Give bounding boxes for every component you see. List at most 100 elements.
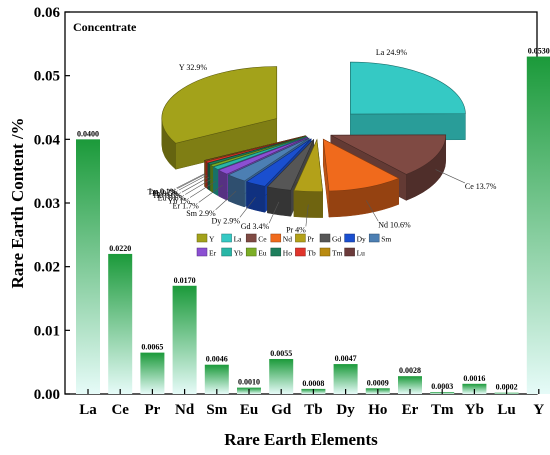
bar-yb xyxy=(462,383,487,394)
legend-label: Gd xyxy=(332,235,341,244)
legend-swatch xyxy=(319,247,331,257)
legend-item-er: Er xyxy=(196,247,217,258)
bar-value-label: 0.0400 xyxy=(77,129,99,138)
x-tick-label: Y xyxy=(533,402,544,418)
x-tick-label: Eu xyxy=(240,402,258,418)
pie-leader-line xyxy=(435,169,466,184)
legend-label: Lu xyxy=(357,249,366,258)
legend-label: Dy xyxy=(357,235,366,244)
pie-leader-line xyxy=(365,200,379,222)
legend-swatch xyxy=(368,233,380,243)
legend-label: Ho xyxy=(283,249,292,258)
bar-value-label: 0.0009 xyxy=(367,378,389,387)
legend-label: Sm xyxy=(381,235,391,244)
y-tick-label: 0.06 xyxy=(34,5,61,21)
pie-leader-line xyxy=(189,181,216,198)
bar-value-label: 0.0003 xyxy=(431,382,453,391)
legend-item-lu: Lu xyxy=(344,247,366,258)
legend-swatch xyxy=(221,233,232,243)
legend-item-ho: Ho xyxy=(270,247,292,258)
pie-label-lu: Lu 0.1% xyxy=(149,187,177,196)
pie-label-sm: Sm 2.9% xyxy=(186,209,216,218)
legend-label: Pr xyxy=(307,235,314,244)
pie-label-eu: Eu 0.6% xyxy=(158,194,186,203)
x-tick-label: Ho xyxy=(368,402,387,418)
legend-label: Yb xyxy=(234,249,243,258)
pie-slice-labels: Y 32.9% La 24.9% Ce 13.7% Nd 10.6% Pr 4% Gd 3… xyxy=(147,48,496,234)
bar-gd xyxy=(269,358,294,394)
legend-label: Tb xyxy=(307,249,316,258)
pie-leader-line xyxy=(176,173,205,189)
legend-item-tb: Tb xyxy=(295,247,316,258)
y-axis-label: Rare Earth Content /% xyxy=(8,117,27,288)
y-tick-label: 0.00 xyxy=(34,387,60,403)
legend-item-la: La xyxy=(221,233,243,244)
y-axis: 0.00 0.01 0.02 0.03 0.04 0.05 0.06 xyxy=(34,5,70,403)
legend-label: La xyxy=(234,235,243,244)
bar-ce xyxy=(108,253,133,394)
y-tick-label: 0.01 xyxy=(34,323,60,339)
pie-label-gd: Gd 3.4% xyxy=(241,222,270,231)
pie-leader-line xyxy=(181,176,210,193)
legend-item-gd: Gd xyxy=(319,233,341,244)
legend-swatch xyxy=(270,233,282,243)
legend-item-dy: Dy xyxy=(344,233,366,244)
legend-item-pr: Pr xyxy=(295,233,315,244)
bar-value-label: 0.0046 xyxy=(206,355,228,364)
legend-item-eu: Eu xyxy=(245,247,267,258)
pie-leader-line xyxy=(268,201,280,224)
pie-leader-line xyxy=(177,173,206,189)
legend-swatch xyxy=(270,247,282,257)
legend-swatch xyxy=(295,247,306,257)
legend-item-tm: Tm xyxy=(319,247,343,258)
legend-swatch xyxy=(344,233,355,243)
bar-value-label: 0.0010 xyxy=(238,378,260,387)
bar-value-label: 0.0055 xyxy=(270,349,292,358)
x-tick-label: Pr xyxy=(144,402,160,418)
pie-label-ce: Ce 13.7% xyxy=(465,182,497,191)
x-tick-label: Ce xyxy=(111,402,129,418)
bar-value-label: 0.0002 xyxy=(496,383,518,392)
y-tick-label: 0.05 xyxy=(34,69,60,85)
x-tick-label: Sm xyxy=(206,402,227,418)
chart-title: Concentrate xyxy=(73,20,137,34)
legend-item-nd: Nd xyxy=(270,233,292,244)
bar-value-label: 0.0047 xyxy=(335,354,357,363)
pie-slice-nd xyxy=(322,138,400,218)
x-tick-label: Yb xyxy=(465,402,484,418)
x-tick-label: Dy xyxy=(336,402,355,418)
legend-swatch xyxy=(221,247,232,257)
y-tick-label: 0.03 xyxy=(34,196,60,212)
bar-value-label: 0.0016 xyxy=(463,374,485,383)
legend-label: Er xyxy=(209,249,217,258)
x-axis: La Ce Pr Nd Sm Eu Gd Tb Dy Ho Er Tm Yb Lu Y xyxy=(79,389,544,418)
legend-item-ce: Ce xyxy=(245,233,267,244)
x-axis-label: Rare Earth Elements xyxy=(224,430,378,449)
bar-value-label: 0.0530 xyxy=(528,47,550,56)
pie-leader-line xyxy=(215,190,237,210)
bar-value-label: 0.0170 xyxy=(174,276,196,285)
x-tick-label: Tm xyxy=(431,402,454,418)
pie-label-la: La 24.9% xyxy=(376,48,407,57)
pie-slice-pr xyxy=(293,138,324,218)
legend-swatch xyxy=(295,233,306,243)
pie-leader-line xyxy=(178,174,207,191)
bar-value-label: 0.0065 xyxy=(141,343,163,352)
bar-value-label: 0.0220 xyxy=(109,244,131,253)
bar-value-label: 0.0008 xyxy=(302,379,324,388)
pie-label-y: Y 32.9% xyxy=(179,63,207,72)
bar-value-label: 0.0028 xyxy=(399,366,421,375)
pie-label-pr: Pr 4% xyxy=(286,225,306,234)
bar-nd xyxy=(172,285,197,394)
legend-swatch xyxy=(344,247,355,257)
legend-item-sm: Sm xyxy=(368,233,391,244)
x-tick-label: Tb xyxy=(304,402,322,418)
legend-swatch xyxy=(196,247,208,257)
legend-item-y: Y xyxy=(196,233,215,244)
x-tick-label: Gd xyxy=(271,402,292,418)
legend-label: Ce xyxy=(258,235,267,244)
legend-label: Nd xyxy=(283,235,292,244)
legend-swatch xyxy=(319,233,331,243)
pie-label-tb: Tb 0.5% xyxy=(151,189,179,198)
